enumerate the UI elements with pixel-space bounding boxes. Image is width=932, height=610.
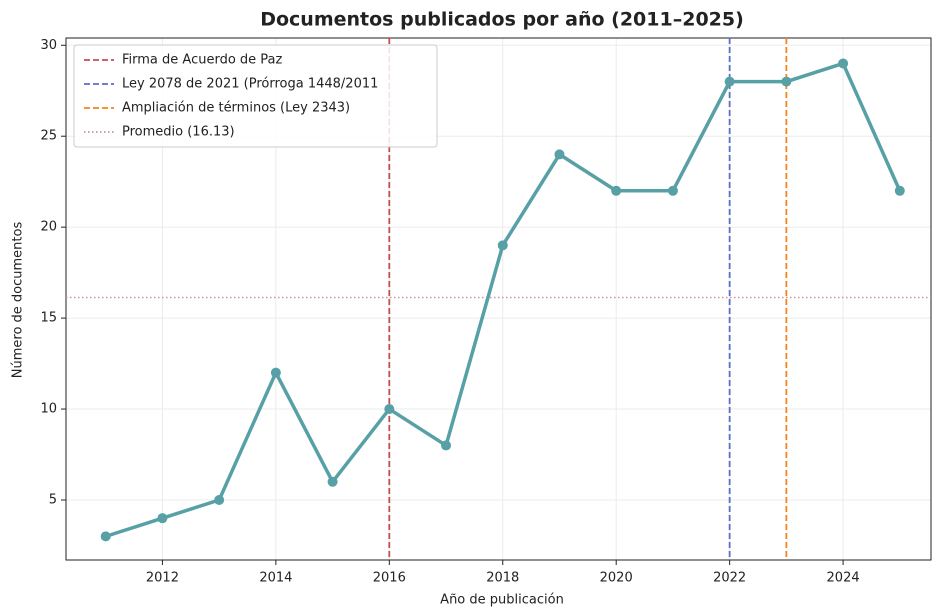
legend-label: Ley 2078 de 2021 (Prórroga 1448/2011 [122,77,378,92]
data-point [157,513,168,524]
y-tick-label: 20 [40,220,57,235]
data-point [497,240,508,251]
x-tick-label: 2014 [259,571,292,586]
y-tick-label: 5 [49,492,57,507]
x-tick-label: 2016 [373,571,406,586]
data-point [667,185,678,196]
x-tick-label: 2022 [713,571,746,586]
data-point [554,149,565,160]
data-point [894,185,905,196]
x-tick-label: 2020 [600,571,633,586]
legend-label: Firma de Acuerdo de Paz [122,53,283,68]
data-point [838,58,849,69]
data-point [781,76,792,87]
y-tick-label: 25 [40,129,57,144]
data-point [611,185,622,196]
x-axis-label: Año de publicación [440,593,564,608]
y-axis-label: Número de documentos [11,222,26,379]
data-point [100,531,111,542]
y-tick-label: 30 [40,38,57,53]
x-tick-label: 2018 [486,571,519,586]
x-tick-label: 2012 [146,571,179,586]
data-point [441,440,452,451]
x-tick-label: 2024 [827,571,860,586]
plot-frame [65,37,932,561]
data-point [724,76,735,87]
data-point [327,476,338,487]
data-point [214,494,225,505]
legend-label: Promedio (16.13) [122,125,235,140]
y-tick-label: 10 [40,402,57,417]
y-tick-label: 15 [40,311,57,326]
data-point [384,404,395,415]
legend-box [73,44,438,148]
chart-title: Documentos publicados por año (2011–2025… [260,9,744,31]
legend-label: Ampliación de términos (Ley 2343) [122,101,350,116]
data-point [270,367,281,378]
